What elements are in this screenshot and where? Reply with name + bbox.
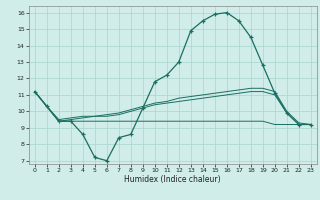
X-axis label: Humidex (Indice chaleur): Humidex (Indice chaleur) <box>124 175 221 184</box>
